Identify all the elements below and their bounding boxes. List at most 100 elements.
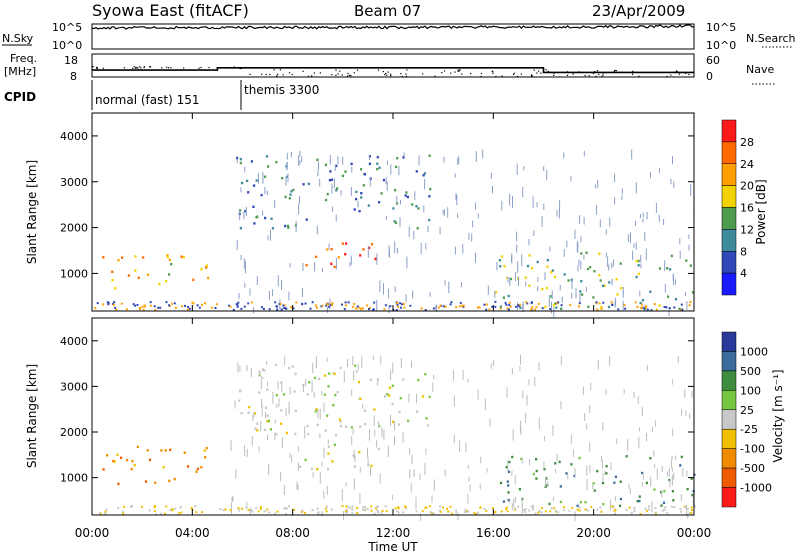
speckle-cell bbox=[447, 207, 449, 218]
scatter-cell bbox=[207, 276, 210, 280]
speckle-cell bbox=[396, 195, 398, 204]
scatter-cell bbox=[602, 502, 605, 506]
speckle-cell bbox=[436, 304, 438, 313]
scatter-cell bbox=[299, 465, 302, 468]
scatter-cell bbox=[162, 466, 165, 469]
scatter-cell bbox=[113, 460, 116, 463]
scatter-cell bbox=[205, 266, 208, 269]
scatter-cell bbox=[600, 305, 603, 309]
ground-cell bbox=[204, 302, 207, 305]
nave-dot bbox=[348, 74, 351, 76]
colorbar-tick: 100 bbox=[740, 384, 761, 397]
speckle-cell bbox=[235, 468, 237, 479]
scatter-cell bbox=[663, 490, 666, 493]
ground-cell bbox=[130, 505, 132, 508]
scatter-cell bbox=[370, 464, 373, 468]
scatter-cell bbox=[294, 409, 297, 413]
ground-cell bbox=[399, 302, 402, 305]
scatter-cell bbox=[350, 426, 353, 429]
nave-dot bbox=[688, 73, 690, 76]
scatter-cell bbox=[394, 165, 398, 169]
nave-dot bbox=[200, 66, 202, 69]
scatter-cell bbox=[658, 304, 661, 307]
scatter-cell bbox=[291, 365, 294, 368]
nave-dot bbox=[512, 73, 515, 75]
ground-cell bbox=[691, 509, 693, 512]
ground-cell bbox=[578, 302, 581, 305]
speckle-cell bbox=[541, 216, 543, 228]
scatter-cell bbox=[358, 451, 361, 454]
ground-cell bbox=[238, 509, 241, 512]
scatter-cell bbox=[391, 420, 395, 424]
scatter-cell bbox=[584, 500, 587, 504]
scatter-cell bbox=[316, 468, 319, 471]
scatter-cell bbox=[330, 178, 334, 181]
ground-cell bbox=[528, 509, 531, 512]
speckle-cell bbox=[433, 479, 435, 491]
ground-cell bbox=[368, 307, 371, 309]
scatter-cell bbox=[120, 456, 123, 459]
ground-cell bbox=[596, 508, 599, 511]
x-tick-label: 16:00 bbox=[476, 526, 511, 540]
ground-cell bbox=[141, 305, 144, 308]
ground-cell bbox=[245, 506, 248, 509]
ground-cell bbox=[478, 306, 481, 309]
nave-dot bbox=[400, 73, 402, 75]
speckle-cell bbox=[525, 412, 527, 423]
speckle-cell bbox=[326, 357, 328, 362]
x-tick-label: 00:00 bbox=[75, 526, 110, 540]
speckle-cell bbox=[684, 389, 686, 398]
scatter-cell bbox=[263, 369, 266, 372]
scatter-cell bbox=[391, 384, 394, 387]
ground-cell bbox=[153, 305, 156, 308]
scatter-cell bbox=[635, 259, 638, 263]
speckle-cell bbox=[390, 164, 392, 175]
ground-cell bbox=[138, 308, 141, 311]
ground-cell bbox=[366, 304, 369, 307]
ground-cell bbox=[509, 305, 512, 308]
speckle-cell bbox=[638, 436, 640, 449]
ground-cell bbox=[463, 511, 466, 513]
ground-cell bbox=[351, 508, 354, 511]
scatter-cell bbox=[396, 157, 399, 160]
speckle-cell bbox=[514, 474, 516, 485]
scatter-cell bbox=[407, 419, 410, 423]
ground-cell bbox=[401, 303, 403, 306]
speckle-cell bbox=[537, 277, 539, 282]
speckle-cell bbox=[398, 166, 400, 176]
scatter-cell bbox=[536, 260, 539, 264]
ground-cell bbox=[159, 306, 162, 309]
scatter-cell bbox=[355, 370, 358, 373]
nave-dot bbox=[217, 67, 219, 69]
ground-cell bbox=[240, 307, 243, 310]
scatter-cell bbox=[421, 395, 424, 398]
speckle-cell bbox=[353, 478, 355, 490]
speckle-cell bbox=[586, 478, 588, 491]
ground-cell bbox=[237, 301, 240, 304]
speckle-cell bbox=[686, 470, 688, 477]
nave-dot bbox=[261, 73, 263, 75]
nave-dot bbox=[621, 71, 623, 73]
speckle-cell bbox=[673, 472, 675, 480]
speckle-cell bbox=[670, 178, 672, 185]
scatter-cell bbox=[689, 264, 692, 267]
scatter-cell bbox=[274, 363, 278, 367]
speckle-cell bbox=[277, 381, 279, 390]
scatter-cell bbox=[507, 498, 510, 502]
scatter-cell bbox=[241, 181, 244, 185]
speckle-cell bbox=[579, 292, 581, 305]
scatter-cell bbox=[398, 410, 401, 413]
ground-cell bbox=[373, 301, 376, 304]
ground-cell bbox=[610, 301, 613, 304]
scatter-cell bbox=[345, 425, 348, 428]
ground-cell bbox=[569, 304, 572, 307]
speckle-cell bbox=[623, 389, 625, 394]
speckle-cell bbox=[482, 149, 484, 159]
scatter-cell bbox=[294, 432, 297, 436]
ground-cell bbox=[429, 511, 432, 514]
nave-dot bbox=[566, 74, 569, 76]
speckle-cell bbox=[270, 229, 271, 241]
ground-cell bbox=[331, 302, 334, 304]
ground-cell bbox=[107, 303, 110, 306]
nave-dot bbox=[335, 69, 337, 71]
